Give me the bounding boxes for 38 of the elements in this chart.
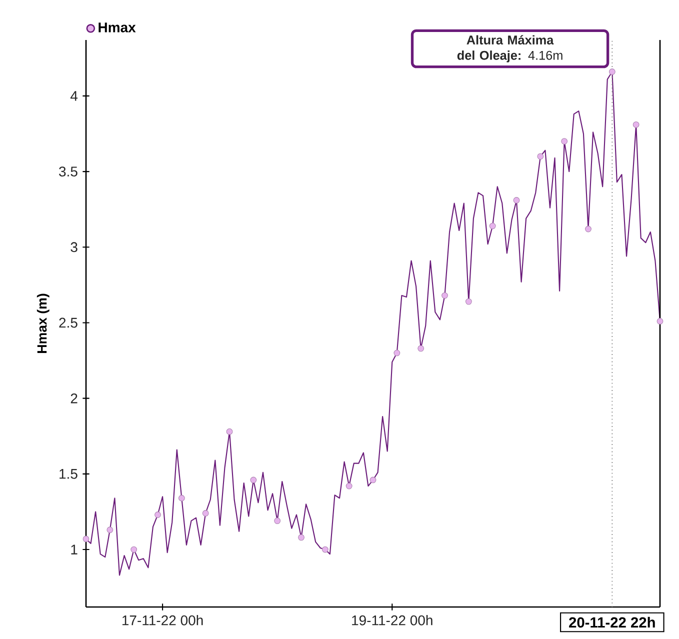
point	[585, 226, 592, 232]
point	[656, 318, 664, 324]
point	[537, 153, 544, 160]
x-tick-label: 19-11-22 00h	[352, 615, 432, 626]
point	[250, 476, 257, 484]
point	[465, 298, 472, 305]
point	[154, 512, 161, 518]
point	[178, 494, 185, 502]
y-tick-label: 3	[70, 242, 78, 252]
point	[106, 526, 114, 534]
point	[202, 510, 209, 516]
point	[489, 222, 496, 230]
point	[418, 345, 424, 352]
point	[513, 197, 520, 204]
point	[346, 482, 352, 490]
y-axis-title: Hmax (m)	[36, 294, 50, 353]
point	[82, 536, 90, 542]
y-tick-label: 1	[71, 544, 78, 554]
legend-label: Hmax	[98, 22, 136, 32]
y-tick-label: 1.5	[60, 469, 78, 479]
point	[561, 138, 568, 144]
point	[130, 546, 138, 553]
x-tick-label: 17-11-22 00h	[122, 615, 203, 626]
y-tick-label: 3.5	[59, 166, 78, 176]
point	[226, 428, 233, 435]
ref-line-label: 20-11-22 22h	[569, 616, 655, 628]
point	[274, 518, 281, 524]
point	[322, 546, 328, 553]
point	[608, 68, 616, 75]
point	[370, 476, 376, 484]
point	[298, 534, 304, 541]
point	[442, 292, 448, 299]
y-tick-label: 2	[70, 393, 78, 404]
point	[632, 121, 640, 128]
annotation: Altura Máxima del Oleaje: 4.16m	[457, 35, 562, 62]
point	[394, 350, 400, 356]
y-tick-label: 4	[70, 91, 78, 101]
y-tick-label: 2.5	[59, 318, 78, 328]
